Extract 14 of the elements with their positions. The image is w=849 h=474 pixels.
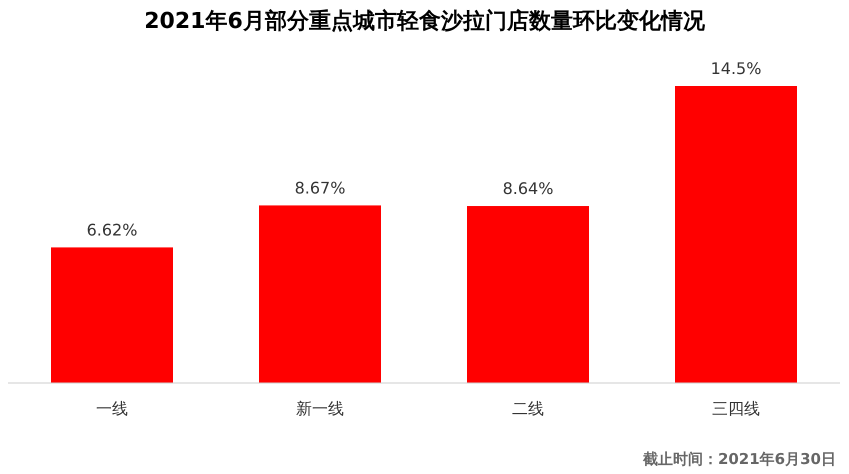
x-tick-label: 二线: [512, 399, 544, 418]
bar: [467, 206, 589, 383]
data-label: 8.64%: [502, 179, 554, 198]
x-tick-label: 三四线: [712, 399, 760, 418]
data-label: 6.62%: [86, 220, 138, 240]
text: 截止时间：2021年6月30日: [642, 450, 836, 468]
data-label: 8.67%: [294, 178, 346, 198]
x-tick-label: 一线: [96, 399, 128, 418]
bar: [675, 86, 797, 383]
chart-title: 2021年6月部分重点城市轻食沙拉门店数量环比变化情况: [144, 8, 706, 34]
data-label: 14.5%: [710, 59, 762, 78]
bar: [259, 205, 381, 383]
bar: [51, 247, 173, 383]
x-tick-label: 新一线: [296, 399, 344, 418]
